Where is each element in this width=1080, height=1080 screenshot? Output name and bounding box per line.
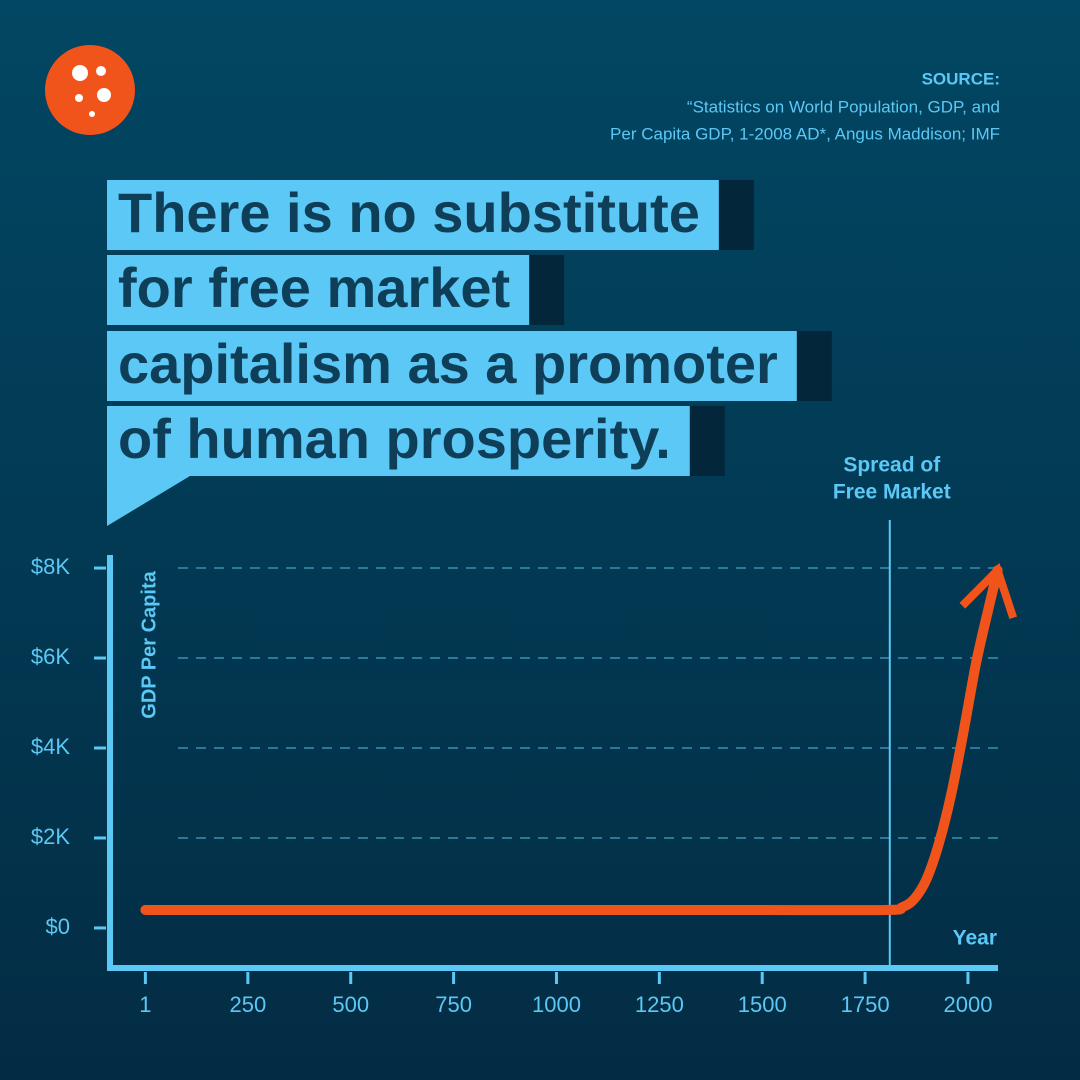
- headline-box: [107, 406, 690, 476]
- plot: $0$2K$4K$6K$8K1 250 500 750 1000 1250 1500 1750…: [31, 454, 1018, 1017]
- x-tick-label: 1250: [635, 992, 684, 1017]
- y-tick-label: $2K: [31, 824, 70, 849]
- x-tick-label: 1500: [738, 992, 787, 1017]
- logo: [45, 45, 135, 135]
- source-text: Per Capita GDP, 1-2008 AD*, Angus Maddis…: [610, 124, 1000, 143]
- headline-box: [107, 331, 797, 401]
- annotation-text: Free Market: [833, 481, 951, 504]
- x-tick-label: 1: [139, 992, 151, 1017]
- y-tick-label: $0: [46, 914, 70, 939]
- headline-tail: [107, 476, 190, 526]
- headline-box: [107, 180, 719, 250]
- source-label: SOURCE:: [922, 69, 1000, 88]
- x-tick-label: 500: [332, 992, 369, 1017]
- x-axis-label: Year: [953, 927, 997, 950]
- y-tick-label: $8K: [31, 554, 70, 579]
- headline-box: [107, 255, 530, 325]
- y-axis-label: GDP Per Capita: [138, 570, 160, 718]
- x-tick-label: 1750: [841, 992, 890, 1017]
- headline: There is no substitute for free market cap…: [107, 180, 832, 526]
- annotation-text: Spread of: [843, 454, 941, 477]
- x-tick-label: 750: [435, 992, 472, 1017]
- x-tick-label: 1000: [532, 992, 581, 1017]
- source-text: “Statistics on World Population, GDP, an…: [687, 97, 1000, 116]
- axes: [107, 555, 998, 971]
- arrow-head: [959, 562, 1018, 620]
- y-tick-label: $4K: [31, 734, 70, 759]
- headline-text: for free market: [118, 256, 510, 319]
- x-tick-label: 250: [229, 992, 266, 1017]
- y-tick-label: $6K: [31, 644, 70, 669]
- headline-text: capitalism as a promoter: [118, 332, 778, 395]
- data-line: [140, 565, 1003, 916]
- x-tick-label: 2000: [943, 992, 992, 1017]
- headline-text: There is no substitute: [118, 181, 700, 244]
- headline-text: of human prosperity.: [118, 407, 671, 470]
